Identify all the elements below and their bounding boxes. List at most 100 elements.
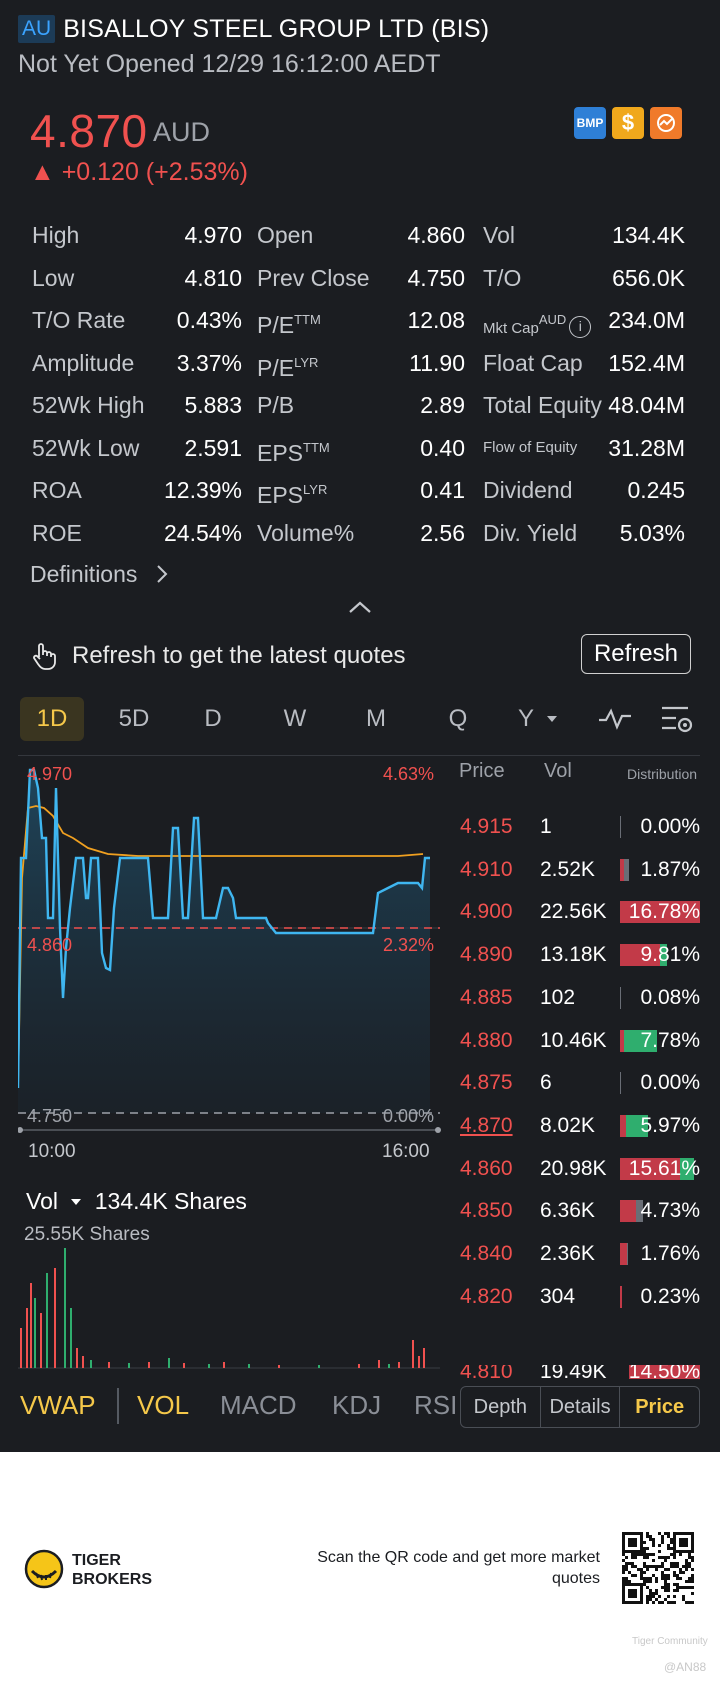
distribution-bar [620,1243,629,1265]
chart-type-icon[interactable] [597,706,633,732]
orderbook-row[interactable]: 4.870 8.02K 5.97% [460,1111,700,1141]
tab-year[interactable]: Y [518,697,566,741]
stat-value: 0.41 [420,477,465,503]
orderbook-row[interactable]: 4.890 13.18K 9.81% [460,940,700,970]
price-area-fill [18,770,430,1113]
tab-month[interactable]: M [366,705,386,732]
x-axis-start-dot [18,1127,23,1133]
collapse-chevron-icon[interactable] [348,600,372,614]
orderbook-row[interactable]: 4.885 102 0.08% [460,983,700,1013]
stat-value: 134.4K [612,222,685,248]
intraday-chart[interactable] [18,758,443,1143]
volume-bar [90,1360,92,1368]
tab-1d[interactable]: 1D [20,697,84,741]
volume-bar [318,1365,320,1368]
definitions-link[interactable]: Definitions [30,561,170,588]
distribution-bar [620,1200,643,1223]
segment-price[interactable]: Price [635,1396,685,1418]
segment-details[interactable]: Details [541,1387,621,1427]
sell-portion [620,1243,627,1265]
tab-day[interactable]: D [204,705,222,732]
orderbook-volume: 8.02K [540,1113,595,1137]
orderbook-price: 4.890 [460,943,513,967]
volume-bar [388,1364,390,1368]
orderbook-row[interactable]: 4.900 22.56K 16.78% [460,897,700,927]
distribution-bar [620,986,621,1009]
stat-c1-5: 52Wk Low 2.591 [32,431,242,465]
info-icon[interactable]: i [569,316,592,338]
orderbook-price: 4.850 [460,1199,513,1223]
chart-settings-icon[interactable] [660,704,696,736]
indicator-rsi[interactable]: RSI [414,1390,456,1420]
volume-bar [30,1283,32,1368]
stat-label: T/O [483,264,522,291]
tab-5d[interactable]: 5D [118,705,150,732]
stat-c2-5: EPSTTM 0.40 [257,431,465,466]
stat-label-sup: LYR [294,354,319,370]
orderbook-volume: 22.56K [540,900,607,924]
orderbook-volume: 13.18K [540,943,607,967]
stat-label: P/B [257,392,295,418]
volume-total: 134.4K Shares [94,1188,247,1214]
volume-bar [64,1248,66,1368]
qr-code [622,1532,694,1604]
stat-label: Flow of Equity [483,438,578,456]
volume-bar [26,1308,28,1368]
stat-value: 11.90 [409,349,465,376]
stat-value: 12.39% [163,477,242,503]
capital-flow-icon[interactable] [650,107,682,139]
indicator-vol[interactable]: VOL [137,1390,190,1420]
stat-c2-2: P/ETTM 12.08 [257,303,465,338]
volume-title[interactable]: Vol 134.4K Shares [26,1188,247,1215]
market-badge: AU [18,15,56,43]
orderbook-row[interactable]: 4.840 2.36K 1.76% [460,1239,700,1269]
bmp-badge[interactable]: BMP [574,107,606,139]
orderbook-percent: 15.61% [628,1156,700,1180]
orderbook-row[interactable]: 4.860 20.98K 15.61% [460,1154,700,1184]
header-title-row: AU BISALLOY STEEL GROUP LTD (BIS) [18,12,489,46]
stat-value: 656.0K [612,264,685,291]
stat-c3-0: Vol 134.4K [483,218,685,252]
sell-portion [620,1285,622,1308]
stat-value: 12.08 [407,307,465,333]
orderbook-row[interactable]: 4.850 6.36K 4.73% [460,1196,700,1226]
orderbook-row[interactable]: 4.875 6 0.00% [460,1068,700,1098]
stat-c3-5: Flow of Equity 31.28M [483,431,685,465]
orderbook-percent: 0.23% [640,1284,700,1308]
distribution-bar [620,944,667,967]
indicator-macd[interactable]: MACD [220,1390,297,1420]
orderbook-row[interactable]: 4.915 1 0.00% [460,812,700,842]
refresh-button[interactable]: Refresh [581,634,691,674]
sell-portion [620,901,700,924]
volume-bar [34,1298,36,1368]
tiger-logo-icon [24,1549,64,1589]
stat-label: Low [32,264,75,291]
indicator-vwap[interactable]: VWAP [20,1390,96,1420]
brand-line2: BROKERS [72,1571,153,1588]
volume-bar [398,1362,400,1368]
volume-bar [248,1364,250,1368]
stat-value: 234.0M [608,307,685,333]
volume-bar [76,1348,78,1368]
buy-portion [635,1200,643,1223]
stat-value: 2.56 [420,519,465,546]
orderbook-price: 4.885 [460,985,513,1009]
y-max-label: 4.970 [27,764,73,784]
x-axis-end-dot [435,1127,441,1133]
tab-week[interactable]: W [283,705,307,732]
volume-chart[interactable] [18,1240,443,1370]
stat-c3-3: Float Cap 152.4M [483,346,685,380]
segment-depth[interactable]: Depth [461,1387,541,1427]
caret-down-icon [547,716,558,722]
orderbook-dist-header: Distribution [627,766,698,782]
stat-label: High [32,222,80,248]
stat-value: 0.43% [176,307,242,333]
tab-quarter[interactable]: Q [448,705,468,732]
orderbook-price: 4.820 [460,1284,513,1308]
orderbook-row[interactable]: 4.910 2.52K 1.87% [460,855,700,885]
orderbook-row[interactable]: 4.820 304 0.23% [460,1282,700,1312]
orderbook-view-switch: Depth Details Price [460,1386,700,1428]
orderbook-row[interactable]: 4.880 10.46K 7.78% [460,1026,700,1056]
indicator-kdj[interactable]: KDJ [332,1390,382,1420]
dollar-badge[interactable]: $ [612,107,644,139]
